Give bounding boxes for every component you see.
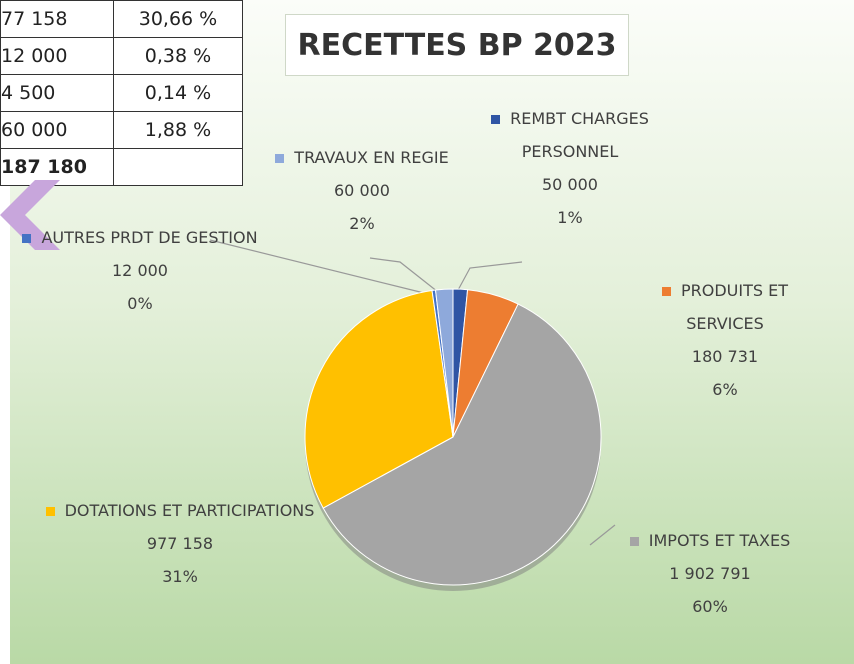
table-row: 4 500 0,14 %: [0, 74, 243, 112]
table-cell: [113, 148, 243, 186]
value-label: 1 902 791: [669, 564, 751, 583]
data-label: DOTATIONS ET PARTICIPATIONS 977 158 31%: [40, 494, 320, 593]
percent-label: 0%: [127, 294, 153, 313]
pie-slice: [434, 288, 454, 438]
table-row: 60 000 1,88 %: [0, 111, 243, 149]
table-row: 187 180: [0, 148, 243, 186]
legend-marker: [275, 154, 285, 163]
category-label: TRAVAUX EN REGIE: [294, 148, 449, 167]
category-label: AUTRES PRDT DE GESTION: [41, 228, 258, 247]
percent-label: 6%: [712, 380, 738, 399]
category-label: REMBT CHARGES PERSONNEL: [510, 109, 649, 161]
table-cell: 77 158: [0, 0, 114, 38]
value-label: 50 000: [542, 175, 598, 194]
table-cell: 0,38 %: [113, 37, 243, 75]
data-label: AUTRES PRDT DE GESTION 12 000 0%: [20, 221, 260, 320]
legend-marker: [45, 507, 55, 516]
data-label: PRODUITS ET SERVICES 180 731 6%: [630, 274, 820, 406]
table: 77 158 30,66 % 12 000 0,38 % 4 500 0,14 % 60 0…: [0, 0, 243, 186]
legend-marker: [661, 287, 671, 296]
legend-marker: [22, 234, 32, 243]
percent-label: 60%: [692, 597, 728, 616]
value-label: 977 158: [146, 534, 214, 553]
data-label: IMPOTS ET TAXES 1 902 791 60%: [610, 524, 810, 623]
table-cell: 0,14 %: [113, 74, 243, 112]
table-row: 12 000 0,38 %: [0, 37, 243, 75]
table-cell: 12 000: [0, 37, 114, 75]
category-label: PRODUITS ET SERVICES: [680, 281, 788, 333]
value-label: 180 731: [691, 347, 759, 366]
value-label: 60 000: [334, 181, 390, 200]
data-label: TRAVAUX EN REGIE 60 000 2%: [262, 141, 462, 240]
percent-label: 1%: [557, 208, 583, 227]
table-cell: 187 180: [0, 148, 114, 186]
pie-slice: [322, 303, 602, 586]
percent-label: 31%: [162, 567, 198, 586]
table-row: 77 158 30,66 %: [0, 0, 243, 38]
table-cell: 60 000: [0, 111, 114, 149]
legend-marker: [491, 115, 501, 124]
chart-title: RECETTES BP 2023: [285, 14, 629, 76]
pie-slice: [304, 289, 454, 509]
category-label: IMPOTS ET TAXES: [648, 531, 791, 550]
category-label: DOTATIONS ET PARTICIPATIONS: [64, 501, 315, 520]
legend-marker: [629, 537, 639, 546]
table-cell: 1,88 %: [113, 111, 243, 149]
value-label: 12 000: [112, 261, 168, 280]
data-label: REMBT CHARGES PERSONNEL 50 000 1%: [470, 102, 670, 234]
percent-label: 2%: [349, 214, 375, 233]
